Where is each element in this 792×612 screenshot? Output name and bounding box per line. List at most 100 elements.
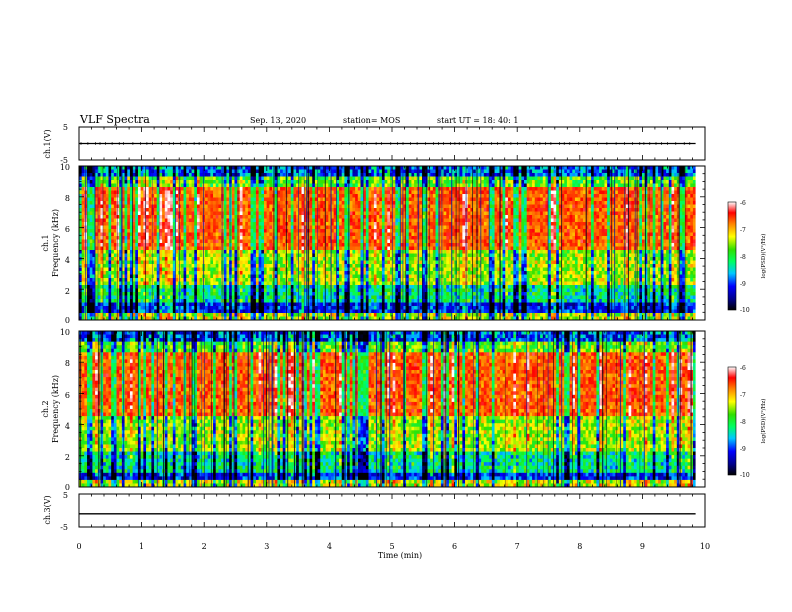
spectrogram-cell bbox=[360, 295, 364, 300]
spectrogram-cell bbox=[360, 180, 364, 184]
spectrogram-cell bbox=[333, 253, 337, 258]
spectrogram-cell bbox=[113, 208, 117, 212]
spectrogram-cell bbox=[124, 169, 128, 174]
spectrogram-cell bbox=[210, 204, 214, 209]
spectrogram-cell bbox=[226, 187, 230, 191]
spectrogram-cell bbox=[218, 187, 222, 191]
spectrogram-cell bbox=[328, 190, 332, 195]
spectrogram-cell bbox=[183, 173, 187, 177]
spectrogram-cell bbox=[92, 229, 96, 233]
spectrogram-cell bbox=[250, 232, 254, 237]
spectrogram-cell bbox=[376, 166, 380, 170]
spectrogram-cell bbox=[269, 246, 273, 251]
spectrogram-cell bbox=[175, 257, 179, 261]
spectrogram-cell bbox=[261, 243, 265, 247]
spectrogram-cell bbox=[111, 183, 115, 188]
spectrogram-cell bbox=[344, 173, 348, 177]
spectrogram-cell bbox=[135, 260, 139, 265]
spectrogram-cell bbox=[282, 257, 286, 261]
spectrogram-cell bbox=[127, 239, 131, 244]
spectrogram-cell bbox=[205, 225, 209, 230]
spectrogram-cell bbox=[213, 183, 217, 188]
spectrogram-cell bbox=[325, 288, 329, 293]
spectrogram-cell bbox=[154, 169, 158, 174]
spectrogram-cell bbox=[301, 246, 305, 251]
spectrogram-cell bbox=[365, 313, 369, 317]
spectrogram-cell bbox=[360, 250, 364, 254]
spectrogram-cell bbox=[127, 271, 131, 275]
spectrogram-cell bbox=[175, 313, 179, 317]
spectrogram-cell bbox=[164, 218, 168, 223]
spectrogram-cell bbox=[355, 218, 359, 223]
spectrogram-cell bbox=[304, 169, 308, 174]
spectrogram-cell bbox=[207, 306, 211, 310]
spectrogram-cell bbox=[154, 295, 158, 300]
spectrogram-cell bbox=[371, 211, 375, 216]
spectrogram-cell bbox=[263, 264, 268, 268]
spectrogram-cell bbox=[186, 211, 190, 216]
spectrogram-cell bbox=[317, 229, 321, 233]
spectrogram-cell bbox=[314, 229, 318, 233]
spectrogram-cell bbox=[296, 309, 300, 314]
spectrogram-cell bbox=[132, 260, 136, 265]
spectrogram-cell bbox=[103, 278, 107, 282]
spectrogram-cell bbox=[352, 313, 356, 317]
spectrogram-cell bbox=[127, 180, 131, 184]
spectrogram-cell bbox=[162, 267, 166, 272]
spectrogram-cell bbox=[312, 222, 316, 226]
spectrogram-cell bbox=[194, 218, 198, 223]
spectrogram-cell bbox=[237, 218, 241, 223]
spectrogram-cell bbox=[113, 243, 117, 247]
spectrogram-cell bbox=[127, 264, 131, 268]
spectrogram-cell bbox=[129, 194, 133, 198]
spectrogram-cell bbox=[247, 253, 251, 258]
spectrogram-cell bbox=[333, 264, 337, 268]
spectrogram-cell bbox=[322, 194, 326, 198]
spectrogram-cell bbox=[156, 292, 160, 296]
spectrogram-cell bbox=[159, 183, 163, 188]
spectrogram-cell bbox=[255, 288, 259, 293]
spectrogram-cell bbox=[103, 267, 107, 272]
spectrogram-cell bbox=[121, 180, 125, 184]
spectrogram-cell bbox=[237, 229, 241, 233]
spectrogram-cell bbox=[263, 229, 268, 233]
spectrogram-cell bbox=[183, 166, 187, 170]
spectrogram-cell bbox=[314, 316, 318, 321]
spectrogram-cell bbox=[325, 292, 329, 296]
spectrogram-cell bbox=[301, 264, 305, 268]
spectrogram-cell bbox=[221, 288, 225, 293]
spectrogram-cell bbox=[121, 299, 125, 303]
spectrogram-cell bbox=[261, 292, 265, 296]
spectrogram-cell bbox=[320, 166, 324, 170]
spectrogram-cell bbox=[296, 243, 300, 247]
spectrogram-cell bbox=[167, 215, 171, 219]
spectrogram-cell bbox=[154, 264, 158, 268]
spectrogram-cell bbox=[309, 264, 313, 268]
spectrogram-cell bbox=[298, 180, 302, 184]
spectrogram-cell bbox=[274, 243, 278, 247]
spectrogram-cell bbox=[135, 222, 139, 226]
spectrogram-cell bbox=[119, 218, 123, 223]
spectrogram-cell bbox=[336, 316, 340, 321]
spectrogram-cell bbox=[360, 316, 364, 321]
spectrogram-cell bbox=[320, 246, 324, 251]
spectrogram-cell bbox=[210, 316, 214, 321]
spectrogram-cell bbox=[331, 180, 335, 184]
spectrogram-cell bbox=[336, 295, 340, 300]
spectrogram-cell bbox=[357, 225, 361, 230]
spectrogram-cell bbox=[298, 204, 302, 209]
spectrogram-cell bbox=[111, 187, 115, 191]
spectrogram-cell bbox=[221, 180, 225, 184]
spectrogram-cell bbox=[357, 302, 361, 307]
spectrogram-cell bbox=[250, 215, 254, 219]
spectrogram-cell bbox=[288, 278, 292, 282]
spectrogram-cell bbox=[234, 246, 238, 251]
spectrogram-cell bbox=[314, 267, 318, 272]
spectrogram-cell bbox=[146, 299, 150, 303]
spectrogram-cell bbox=[164, 194, 168, 198]
spectrogram-cell bbox=[355, 183, 359, 188]
spectrogram-cell bbox=[81, 201, 85, 205]
spectrogram-cell bbox=[341, 246, 345, 251]
spectrogram-cell bbox=[170, 278, 174, 282]
spectrogram-cell bbox=[100, 215, 104, 219]
